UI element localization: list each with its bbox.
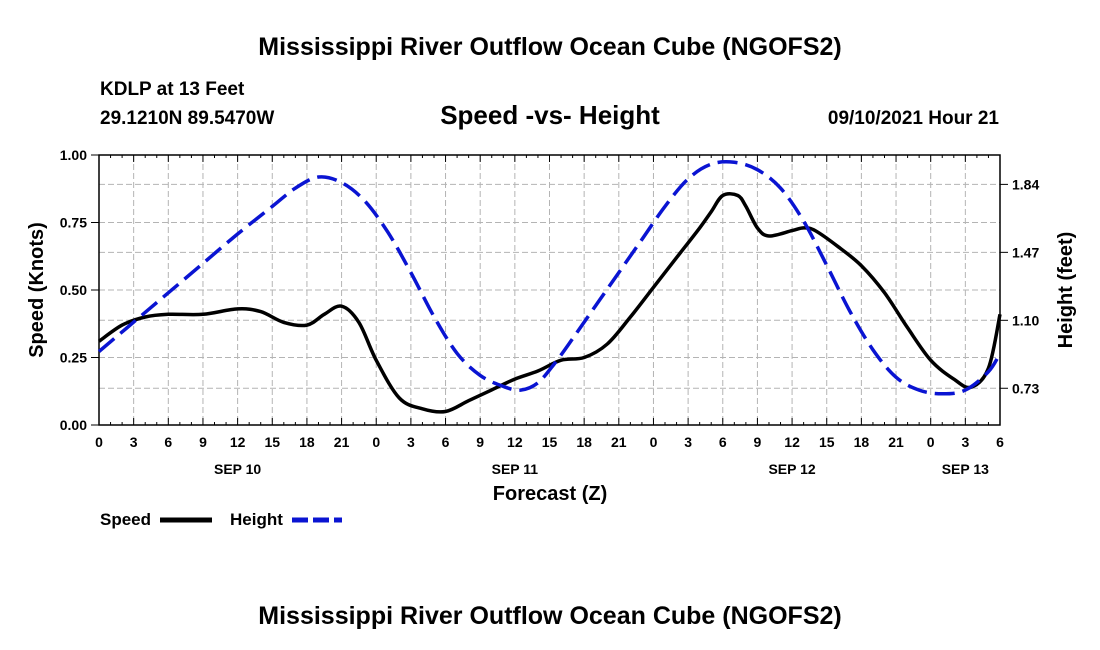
chart-main-title: Mississippi River Outflow Ocean Cube (NG… — [258, 33, 841, 61]
y2-axis-title: Height (feet) — [1055, 232, 1077, 349]
y-tick-label: 0.25 — [60, 350, 87, 366]
legend-speed-label: Speed — [100, 510, 151, 529]
x-tick-label: 0 — [650, 434, 658, 450]
x-tick-label: 3 — [961, 434, 969, 450]
x-tick-label: 21 — [611, 434, 627, 450]
x-date-label: SEP 13 — [942, 461, 989, 477]
x-tick-label: 15 — [542, 434, 558, 450]
x-tick-label: 6 — [996, 434, 1004, 450]
series-line-speed — [97, 192, 1002, 414]
x-date-label: SEP 11 — [492, 461, 539, 477]
x-tick-label: 12 — [784, 434, 800, 450]
x-tick-label: 21 — [334, 434, 350, 450]
x-tick-label: 0 — [372, 434, 380, 450]
x-tick-label: 6 — [164, 434, 172, 450]
x-tick-label: 0 — [927, 434, 935, 450]
y-tick-label: 0.75 — [60, 215, 87, 231]
x-tick-label: 0 — [95, 434, 103, 450]
y-tick-label: 0.00 — [60, 417, 87, 433]
axis-ticks: 0 3 6 9 12 15 18 21 0 3 6 9 12 15 18 21 0 3 6 9 12 15 18 21 0 3 6S… — [60, 147, 1040, 477]
x-tick-label: 3 — [130, 434, 138, 450]
x-date-label: SEP 12 — [768, 461, 815, 477]
series-line-height — [97, 160, 1002, 396]
x-tick-label: 9 — [476, 434, 484, 450]
coordinates-label: 29.1210N 89.5470W — [100, 108, 274, 129]
grid-lines — [99, 155, 1000, 425]
x-tick-label: 3 — [684, 434, 692, 450]
y2-tick-label: 1.84 — [1012, 176, 1039, 192]
y-axis-title: Speed (Knots) — [26, 222, 48, 358]
x-tick-label: 9 — [199, 434, 207, 450]
data-series — [97, 160, 1002, 414]
x-date-label: SEP 10 — [214, 461, 261, 477]
x-tick-label: 9 — [754, 434, 762, 450]
forecast-datetime: 09/10/2021 Hour 21 — [828, 108, 1000, 129]
chart-subtitle: Speed -vs- Height — [440, 100, 660, 130]
x-tick-label: 18 — [854, 434, 870, 450]
x-tick-label: 15 — [819, 434, 835, 450]
x-tick-label: 12 — [230, 434, 246, 450]
x-tick-label: 6 — [442, 434, 450, 450]
y2-tick-label: 0.73 — [1012, 380, 1039, 396]
legend-height-label: Height — [230, 510, 283, 529]
y2-tick-label: 1.47 — [1012, 244, 1039, 260]
x-tick-label: 18 — [576, 434, 592, 450]
footer-title: Mississippi River Outflow Ocean Cube (NG… — [258, 602, 841, 630]
legend: Speed Height — [100, 510, 342, 529]
y-tick-label: 0.50 — [60, 282, 87, 298]
y2-tick-label: 1.10 — [1012, 312, 1039, 328]
x-tick-label: 15 — [264, 434, 280, 450]
x-tick-label: 3 — [407, 434, 415, 450]
x-tick-label: 12 — [507, 434, 523, 450]
x-tick-label: 21 — [888, 434, 904, 450]
y-tick-label: 1.00 — [60, 147, 87, 163]
x-tick-label: 18 — [299, 434, 315, 450]
x-axis-title: Forecast (Z) — [493, 483, 607, 505]
station-label: KDLP at 13 Feet — [100, 79, 245, 100]
x-tick-label: 6 — [719, 434, 727, 450]
